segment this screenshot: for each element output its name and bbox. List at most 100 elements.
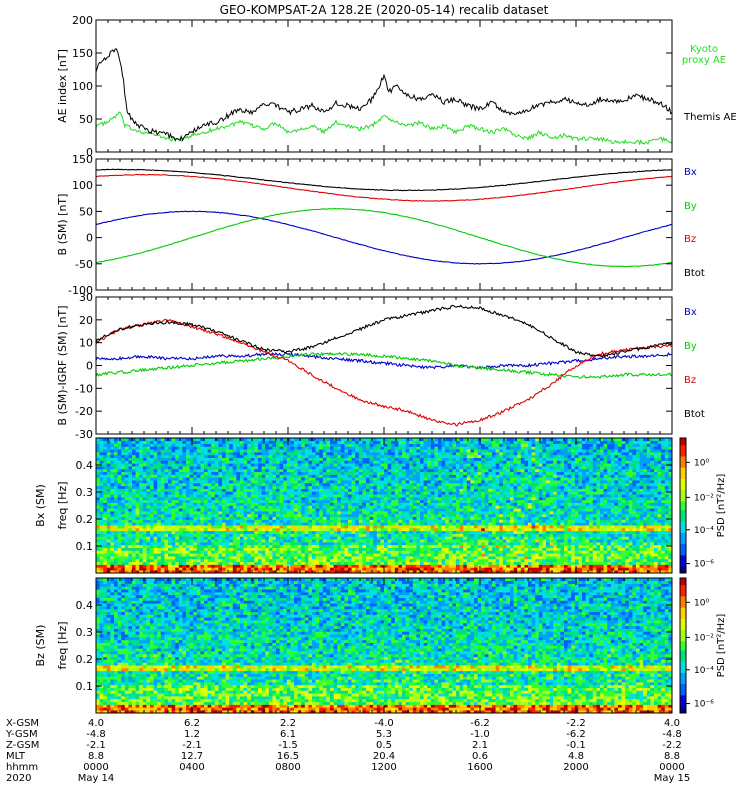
y-tick-label: 150 [72,153,93,166]
colorbar-tick-label: 10⁻⁶ [694,560,714,570]
bottom-cell: -4.8 [662,729,682,740]
bottom-cell: -1.0 [470,729,490,740]
y-tick-label: 100 [72,80,93,93]
panel-title: Bz (SM) [34,625,47,667]
bottom-cell: 0.6 [472,751,488,762]
series-line-bx [96,211,672,264]
y-tick-label: 0.3 [76,626,94,639]
y-tick-label: 20 [79,314,93,327]
series-line-btot [96,169,672,191]
bottom-row-label: MLT [6,751,26,762]
y-tick-label: 0 [86,360,93,373]
y-tick-label: 150 [72,47,93,60]
legend-bx: Bx [684,167,697,178]
legend-kyoto-line2: proxy AE [682,55,726,66]
legend-btot: Btot [684,268,705,279]
bottom-cell: May 14 [78,773,115,784]
y-axis-label: B (SM) [nT] [56,194,69,256]
bottom-cell: 5.3 [376,729,392,740]
y-tick-label: 0 [86,232,93,245]
spectrogram [96,578,672,713]
bottom-cell: May 15 [654,773,691,784]
bottom-cell: 12.7 [181,751,203,762]
bottom-cell: 1.2 [184,729,200,740]
bottom-cell: 2.1 [472,740,488,751]
y-tick-label: 0.4 [76,459,94,472]
legend-kyoto-line1: Kyoto [690,44,718,55]
bottom-cell: 20.4 [373,751,395,762]
y-tick-label: 0.3 [76,486,94,499]
bottom-cell: -0.1 [566,740,586,751]
bottom-cell: 2000 [563,762,588,773]
colorbar-tick-label: 10⁻⁴ [694,526,714,536]
panel-title: Bx (SM) [34,484,47,527]
figure-title: GEO-KOMPSAT-2A 128.2E (2020-05-14) recal… [220,3,549,17]
bottom-row-label: hhmm [6,762,38,773]
bottom-cell: 6.2 [184,718,200,729]
bottom-cell: 16.5 [277,751,299,762]
legend-bz: Bz [684,234,696,245]
legend-bz: Bz [684,375,696,386]
panel-frame [96,159,672,290]
bottom-cell: -2.2 [566,718,586,729]
bottom-cell: 0000 [659,762,684,773]
colorbar-tick-label: 10⁻² [694,633,714,643]
series-line-bz [96,174,672,201]
bottom-cell: 2.2 [280,718,296,729]
colorbar-tick-label: 10⁻² [694,493,714,503]
colorbar-label: PSD [nT²/Hz] [716,614,727,678]
y-tick-label: 0.2 [76,513,94,526]
bottom-cell: 0400 [179,762,204,773]
y-tick-label: 200 [72,14,93,27]
spectrogram [96,438,672,573]
y-tick-label: -30 [75,428,93,441]
colorbar-tick-label: 10⁰ [694,598,709,608]
bottom-row-label: 2020 [6,773,31,784]
colorbar-tick-label: 10⁻⁴ [694,666,714,676]
bottom-cell: 8.8 [88,751,104,762]
panel-frame [96,20,672,152]
y-tick-label: 50 [79,205,93,218]
bottom-cell: -2.1 [182,740,202,751]
series-line-by [96,353,672,379]
legend-btot: Btot [684,409,705,420]
bottom-cell: 4.0 [88,718,104,729]
bottom-cell: 4.0 [664,718,680,729]
y-tick-label: -50 [75,258,93,271]
series-group [96,49,672,144]
series-line-bz [96,320,672,426]
y-tick-label: -20 [75,405,93,418]
bottom-cell: -4.8 [86,729,106,740]
panel-4: 10⁰ 10⁻² 10⁻⁴ 10⁻⁶ PSD [nT²/Hz] 0.1 0.2 0.3 0.4 B… [34,438,727,573]
series-line-btot [96,305,672,356]
bottom-cell: 6.1 [280,729,296,740]
series-group [96,305,672,426]
bottom-cell: 0800 [275,762,300,773]
colorbar-label: PSD [nT²/Hz] [716,474,727,538]
y-axis-label: freq [Hz] [56,481,69,529]
y-tick-label: -10 [75,382,93,395]
y-axis-label: freq [Hz] [56,621,69,669]
panel-frame [96,297,672,434]
bottom-cell: 1200 [371,762,396,773]
y-tick-label: 0.1 [76,540,94,553]
colorbar-tick-label: 10⁰ [694,458,709,468]
bottom-cell: -4.0 [374,718,394,729]
bottom-cell: 8.8 [664,751,680,762]
colorbar-tick-label: 10⁻⁶ [694,700,714,710]
bottom-row-label: Z-GSM [6,740,39,751]
bottom-cell: -1.5 [278,740,298,751]
bottom-cell: 0.5 [376,740,392,751]
series-group [96,169,672,267]
series-line-themis-ae [96,49,672,140]
bottom-cell: -6.2 [566,729,586,740]
y-tick-label: 0.4 [76,599,94,612]
bottom-row-label: Y-GSM [5,729,38,740]
bottom-cell: 4.8 [568,751,584,762]
series-line-by [96,209,672,267]
legend-themis: Themis AE [683,112,737,123]
legend-bx: Bx [684,307,697,318]
bottom-cell: -2.1 [86,740,106,751]
